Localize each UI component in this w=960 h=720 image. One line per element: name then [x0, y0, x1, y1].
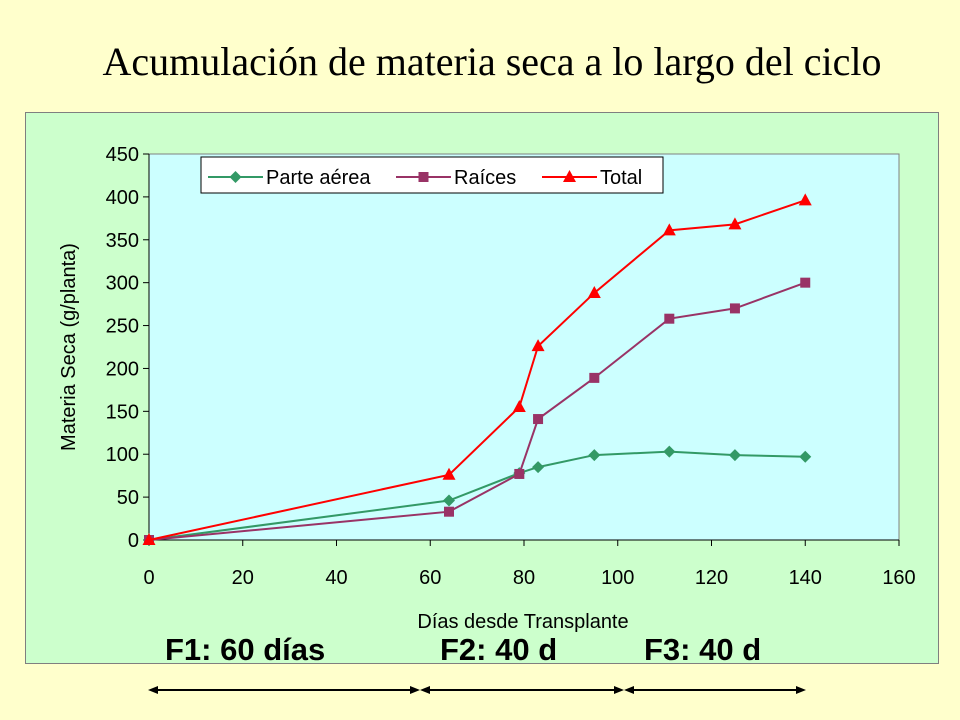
y-tick-label: 0: [128, 530, 139, 552]
axes: 0 50 100 150 200 250 300 350 400 450 0 20 40 60 80 100 1…: [106, 144, 916, 589]
legend-marker: [229, 171, 242, 183]
slide-title: Acumulación de materia seca a lo largo d…: [102, 39, 882, 84]
x-tick-label: 80: [513, 567, 535, 589]
data-point: [800, 277, 811, 288]
data-point: [728, 449, 741, 462]
phase-f1-label: F1: 60 días: [165, 632, 326, 667]
data-point: [589, 372, 600, 383]
data-point: [443, 494, 455, 507]
arrow-head-left: [624, 686, 634, 694]
data-point: [533, 414, 544, 425]
data-point: [664, 313, 675, 324]
y-tick-label: 50: [117, 487, 139, 509]
data-point: [662, 223, 676, 236]
series-layer: [142, 193, 812, 546]
y-tick-label: 400: [106, 187, 139, 209]
data-point: [532, 461, 545, 474]
arrow-head-left: [420, 686, 430, 694]
y-axis-label: Materia Seca (g/planta): [58, 243, 80, 451]
data-point: [728, 217, 742, 230]
series-line: [148, 450, 806, 541]
phase-f1-arrow: [148, 686, 420, 694]
x-axis-label: Días desde Transplante: [417, 611, 628, 633]
phase-arrows: [148, 686, 806, 694]
x-tick-label: 100: [601, 567, 634, 589]
legend-item: Parte aérea: [208, 167, 371, 189]
x-tick-label: 160: [882, 567, 915, 589]
y-tick-label: 250: [106, 316, 139, 338]
y-tick-label: 450: [106, 144, 139, 166]
data-point: [587, 285, 601, 298]
phase-f2-label: F2: 40 d: [440, 632, 558, 667]
phase-f2-arrow: [420, 686, 624, 694]
x-tick-label: 40: [325, 567, 347, 589]
legend-label: Parte aérea: [266, 167, 371, 189]
arrow-head-right: [614, 686, 624, 694]
legend-marker: [418, 172, 429, 182]
data-point: [729, 303, 740, 314]
y-tick-label: 150: [106, 401, 139, 423]
data-point: [799, 450, 812, 463]
legend-marker: [563, 170, 576, 182]
x-tick-label: 0: [143, 567, 154, 589]
series-total: [142, 193, 812, 545]
x-tick-label: 120: [695, 567, 728, 589]
arrow-head-right: [796, 686, 806, 694]
data-point: [663, 445, 676, 458]
data-point: [531, 339, 545, 352]
legend-label: Total: [600, 167, 642, 189]
x-tick-label: 140: [789, 567, 822, 589]
series-line: [148, 281, 806, 541]
data-point: [798, 193, 812, 206]
plot-area: [148, 153, 900, 541]
data-point: [142, 533, 156, 545]
y-tick-label: 200: [106, 358, 139, 380]
legend-box: [200, 156, 664, 194]
x-tick-label: 20: [232, 567, 254, 589]
data-point: [588, 449, 601, 462]
data-point: [442, 467, 456, 480]
chart-legend: Parte aérea Raíces Total: [200, 156, 664, 194]
x-tick-label: 60: [419, 567, 441, 589]
legend-label: Raíces: [454, 167, 516, 189]
data-point: [514, 468, 525, 479]
data-point: [512, 400, 526, 413]
phase-f3-arrow: [624, 686, 806, 694]
data-point: [444, 506, 454, 517]
series-parte-aerea: [143, 445, 812, 546]
y-tick-label: 100: [106, 444, 139, 466]
y-tick-label: 300: [106, 273, 139, 295]
series-line: [148, 199, 806, 541]
legend-item: Raíces: [396, 167, 516, 189]
arrow-head-right: [410, 686, 420, 694]
legend-item: Total: [542, 167, 642, 189]
y-tick-label: 350: [106, 230, 139, 252]
phase-f3-label: F3: 40 d: [644, 632, 762, 667]
arrow-head-left: [148, 686, 158, 694]
